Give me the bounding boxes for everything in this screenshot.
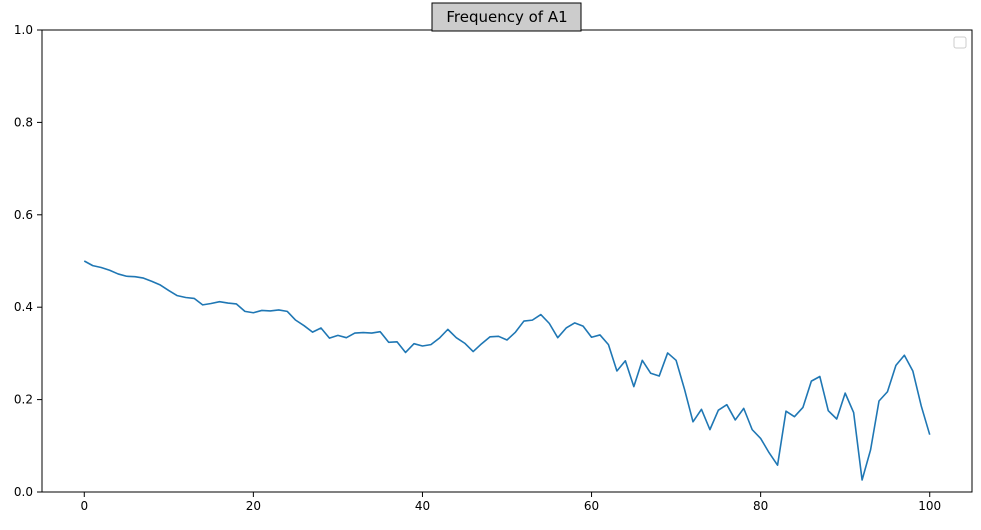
y-tick-label: 0.2 [14, 393, 33, 407]
y-tick-label: 0.4 [14, 300, 33, 314]
x-tick-label: 60 [584, 499, 599, 513]
chart-title: Frequency of A1 [446, 8, 567, 26]
y-tick-label: 1.0 [14, 23, 33, 37]
chart-title-box: Frequency of A1 [431, 2, 582, 32]
x-tick-label: 40 [415, 499, 430, 513]
x-tick-label: 100 [918, 499, 941, 513]
series-layer [83, 260, 931, 481]
legend-box [953, 36, 967, 49]
plot-area [41, 29, 973, 493]
y-tick-label: 0.0 [14, 485, 33, 499]
y-tick-label: 0.8 [14, 115, 33, 129]
x-tick-label: 80 [753, 499, 768, 513]
axis-ticks: 0 20 40 60 80 100 0.0 0.2 0.4 0.6 0.8 1.0 [14, 23, 941, 513]
series-line [83, 260, 931, 481]
y-tick-label: 0.6 [14, 208, 33, 222]
x-tick-label: 0 [80, 499, 88, 513]
x-tick-label: 20 [246, 499, 261, 513]
